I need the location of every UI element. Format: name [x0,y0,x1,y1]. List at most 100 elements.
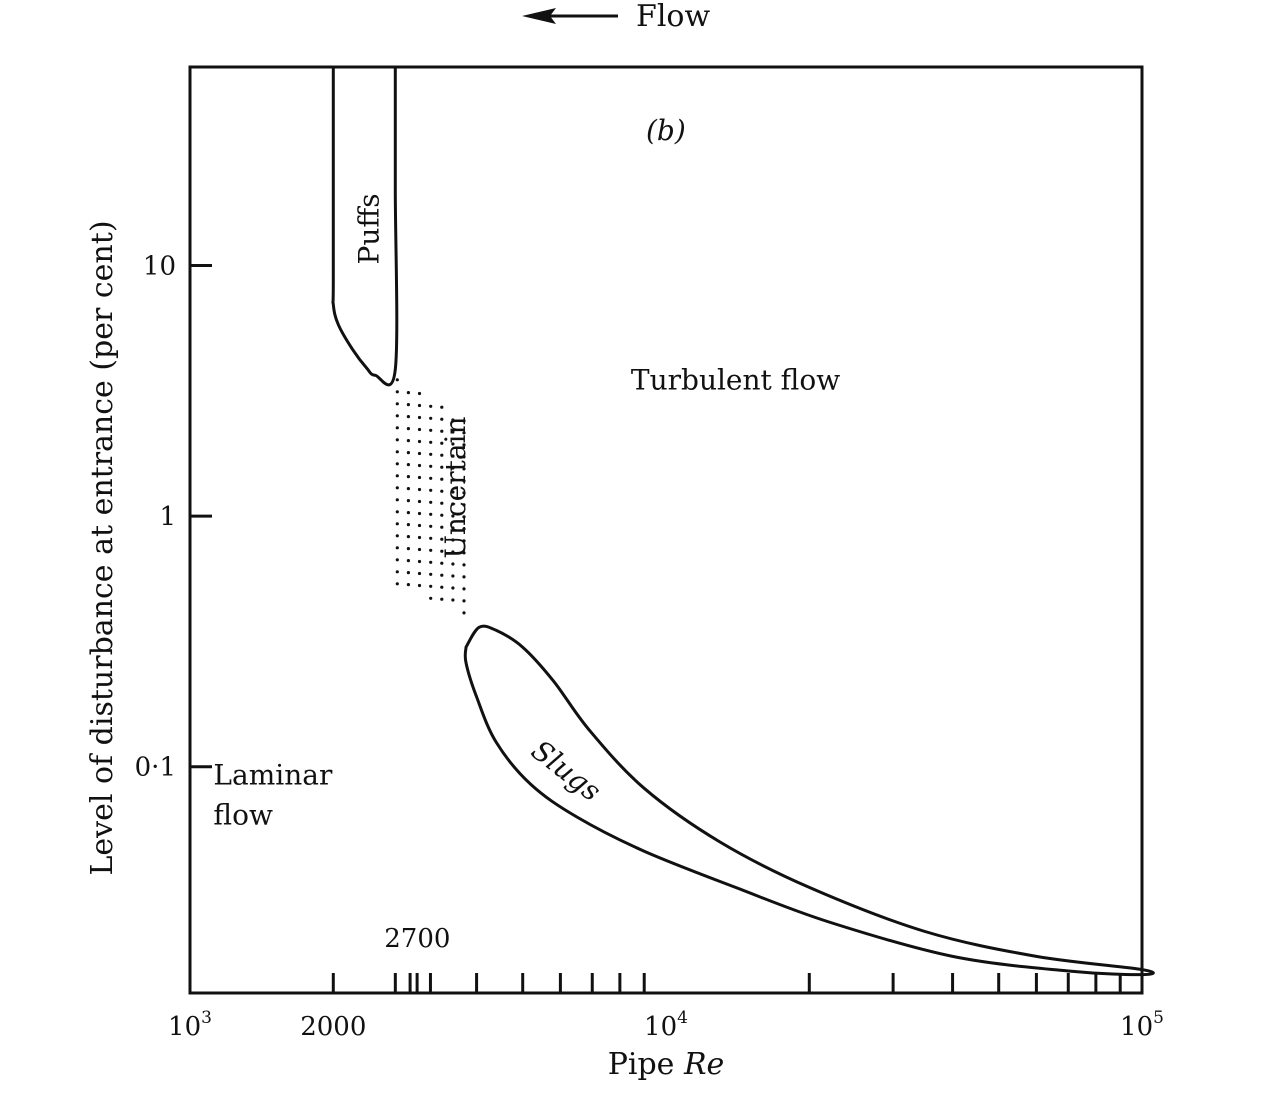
x-axis-tick-labels: 103 2000 104 105 [168,1008,1164,1042]
stipple-dot [406,583,410,587]
stipple-dot [440,597,444,601]
stipple-dot [440,405,444,409]
stipple-dot [417,499,422,504]
slugs-boundary [463,624,1155,977]
x-tick-label: 2000 [300,1012,366,1042]
flow-arrow-icon [522,8,556,24]
stipple-dot [451,430,455,434]
stipple-dot [451,562,455,566]
stipple-dot [451,538,455,542]
stipple-dot [429,524,433,528]
stipple-dot [417,523,422,528]
stipple-dot [406,523,410,527]
stipple-dot [406,535,410,539]
stipple-dot [440,573,444,577]
stipple-dot [406,439,410,443]
stipple-dot [417,451,422,456]
stipple-dot [429,584,433,588]
stipple-dot [395,402,399,406]
region-label-slugs: Slugs [525,734,607,808]
stipple-dot [440,441,444,445]
stipple-dot [429,464,433,468]
stipple-dot [429,548,433,552]
stipple-dot [395,522,399,526]
stipple-dot [406,451,410,455]
stipple-dot [462,431,466,435]
stipple-dot [417,415,422,420]
stipple-dot [462,443,466,447]
stipple-dot [429,536,433,540]
stipple-dot [429,452,433,456]
region-labels: Puffs Uncertain Slugs Turbulent flow Laminar… [213,193,840,831]
stipple-dot [451,598,455,602]
y-tick-label: 0·1 [135,753,176,783]
x-tick-label: 105 [1120,1008,1164,1042]
stipple-dot [406,463,410,467]
stipple-dot [417,463,422,468]
stipple-dot [429,560,433,564]
stipple-dot [395,426,399,430]
stipple-dot [440,513,444,517]
stipple-dot [462,599,466,603]
stipple-dot [406,427,410,431]
stipple-dot [429,512,433,516]
stipple-dot [406,547,410,551]
stipple-dot [429,488,433,492]
stipple-dot [395,558,399,562]
stipple-dot [462,455,466,459]
x-axis-title-italic: Re [683,1047,724,1082]
puffs-boundary [331,66,399,387]
stipple-dot [395,462,399,466]
stipple-dot [395,534,399,538]
stipple-dot [462,467,466,471]
flow-label: Flow [636,0,710,34]
region-label-puffs: Puffs [352,193,385,264]
x-axis-ticks [331,973,1122,993]
y-axis-tick-labels: 10 1 0·1 [135,252,176,783]
stipple-dot [429,404,433,408]
stipple-dot [462,587,466,591]
stipple-dot [462,419,466,423]
stipple-dot [462,575,466,579]
stipple-dot [462,563,466,567]
stipple-dot [462,503,466,507]
stipple-dot [395,474,399,478]
stipple-dot [429,596,433,600]
stipple-dot [440,585,444,589]
stipple-dot [462,479,466,483]
x-tick-label: 103 [168,1008,212,1042]
stipple-dot [440,417,444,421]
stipple-dot [417,511,422,516]
stipple-dot [395,498,399,502]
stipple-dot [395,546,399,550]
stipple-dot [429,440,433,444]
y-axis-title: Level of disturbance at entrance (per ce… [85,220,120,875]
stipple-dot [395,378,399,382]
stipple-dot [451,454,455,458]
x-axis-title: Pipe Re [608,1047,725,1082]
region-boundaries [331,66,1155,977]
stipple-dot [440,561,444,565]
x-axis-title-prefix: Pipe [608,1047,684,1082]
stipple-dot [451,478,455,482]
stipple-dot [462,527,466,531]
stipple-dot [451,502,455,506]
stipple-dot [429,500,433,504]
stipple-dot [440,477,444,481]
stipple-dot [395,570,399,574]
stipple-dot [395,450,399,454]
stipple-dot [451,490,455,494]
stipple-dot [429,416,433,420]
y-tick-label: 1 [159,502,176,532]
stipple-dot [451,550,455,554]
stipple-dot [395,486,399,490]
stipple-dot [417,535,422,540]
stipple-dot [451,514,455,518]
y-tick-label: 10 [143,252,176,282]
stipple-dot [417,439,422,444]
stipple-dot [451,466,455,470]
stipple-dot [417,559,422,564]
stipple-dot [429,428,433,432]
